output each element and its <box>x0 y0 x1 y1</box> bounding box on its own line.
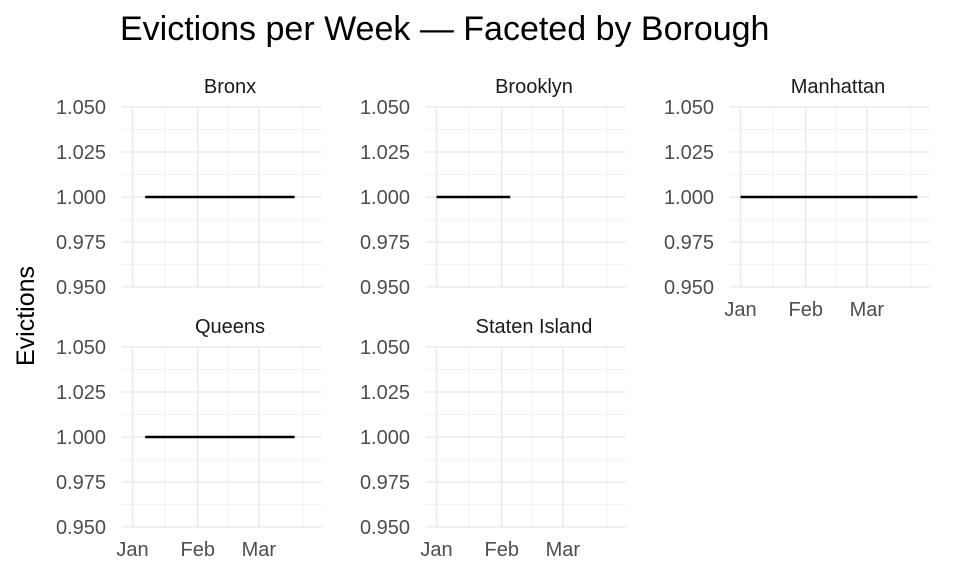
x-tick-label: Mar <box>242 539 277 561</box>
facet-queens: Queens 1.050 1.025 1.000 0.975 0.950 Jan Feb Mar <box>56 316 322 561</box>
y-tick-label: 1.000 <box>56 427 106 449</box>
y-tick-label: 1.025 <box>56 382 106 404</box>
y-tick-label: 0.950 <box>360 277 410 299</box>
y-tick-label: 0.950 <box>56 277 106 299</box>
y-tick-label: 1.050 <box>360 97 410 119</box>
y-tick-label: 1.050 <box>56 97 106 119</box>
facet-brooklyn: Brooklyn 1.050 1.025 1.000 0.975 0.950 <box>360 76 626 299</box>
y-tick-label: 1.000 <box>664 187 714 209</box>
y-tick-label: 0.975 <box>56 472 106 494</box>
y-tick-label: 1.000 <box>360 187 410 209</box>
y-tick-label: 0.950 <box>664 277 714 299</box>
y-tick-label: 0.975 <box>360 232 410 254</box>
x-tick-label: Feb <box>181 539 215 561</box>
facet-bronx: Bronx 1.050 1.025 1.000 0.975 0.950 <box>56 76 322 299</box>
x-tick-label: Mar <box>546 539 581 561</box>
x-tick-label: Jan <box>420 539 452 561</box>
y-tick-label: 0.975 <box>56 232 106 254</box>
facet-strip-label: Manhattan <box>791 76 886 98</box>
facet-manhattan: Manhattan 1.050 1.025 1.000 0.975 0.950 Jan Feb… <box>664 76 930 321</box>
y-tick-label: 0.950 <box>360 517 410 539</box>
facet-staten-island: Staten Island 1.050 1.025 1.000 0.975 0.950 Ja… <box>360 316 626 561</box>
x-tick-label: Jan <box>116 539 148 561</box>
y-tick-label: 1.050 <box>664 97 714 119</box>
y-tick-label: 1.000 <box>360 427 410 449</box>
facet-strip-label: Bronx <box>204 76 256 98</box>
y-tick-label: 0.950 <box>56 517 106 539</box>
y-tick-label: 1.025 <box>664 142 714 164</box>
y-tick-label: 1.025 <box>360 142 410 164</box>
y-tick-label: 1.050 <box>360 337 410 359</box>
facet-strip-label: Queens <box>195 316 265 338</box>
facet-strip-label: Staten Island <box>476 316 593 338</box>
chart-title: Evictions per Week — Faceted by Borough <box>120 10 769 48</box>
x-tick-label: Mar <box>850 299 885 321</box>
x-tick-label: Jan <box>724 299 756 321</box>
y-tick-label: 0.975 <box>360 472 410 494</box>
y-tick-label: 1.000 <box>56 187 106 209</box>
y-tick-label: 0.975 <box>664 232 714 254</box>
y-tick-label: 1.025 <box>56 142 106 164</box>
x-tick-label: Feb <box>789 299 823 321</box>
y-tick-label: 1.025 <box>360 382 410 404</box>
y-axis-label: Evictions <box>12 266 40 366</box>
facet-strip-label: Brooklyn <box>495 76 573 98</box>
y-tick-label: 1.050 <box>56 337 106 359</box>
x-tick-label: Feb <box>485 539 519 561</box>
facet-panels: Bronx 1.050 1.025 1.000 0.975 0.950 Brooklyn 1.… <box>56 76 930 561</box>
